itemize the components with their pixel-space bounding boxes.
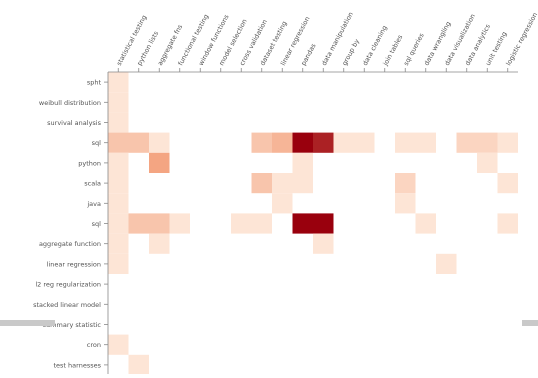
heatmap-cell: [128, 132, 149, 153]
heatmap-cell: [149, 233, 170, 254]
heatmap-cell: [497, 213, 518, 234]
heatmap-cell: [149, 132, 170, 153]
heatmap-cell: [272, 193, 293, 214]
heatmap-cell: [497, 132, 518, 153]
heatmap-cell: [477, 132, 498, 153]
y-tick-label: survival analysis: [47, 119, 101, 127]
heatmap-cell: [149, 152, 170, 173]
heatmap-cell: [313, 132, 334, 153]
heatmap-cell: [456, 132, 477, 153]
heatmap-cell: [415, 132, 436, 153]
heatmap-cell: [395, 193, 416, 214]
x-tick-label: pandas: [299, 42, 317, 67]
heatmap-cell: [128, 213, 149, 234]
heatmap-cell: [149, 213, 170, 234]
y-tick-label: linear regression: [47, 260, 101, 268]
heatmap-cell: [108, 152, 129, 173]
heatmap-cell: [395, 132, 416, 153]
y-tick-label: sql: [92, 220, 102, 228]
heatmap-cell: [108, 213, 129, 234]
heatmap-cell: [415, 213, 436, 234]
heatmap-cell: [108, 193, 129, 214]
y-tick-label: spht: [87, 79, 102, 87]
heatmap-cell: [108, 72, 129, 93]
right-scroll-shadow: [522, 320, 538, 326]
heatmap-cell: [108, 233, 129, 254]
heatmap-cell: [231, 213, 252, 234]
heatmap-cell: [108, 132, 129, 153]
heatmap-cell: [169, 213, 190, 234]
heatmap-cell: [108, 173, 129, 194]
heatmap-cell: [128, 354, 149, 375]
heatmap-cell: [313, 233, 334, 254]
y-tick-label: java: [86, 200, 101, 208]
y-tick-label: aggregate function: [39, 240, 101, 248]
heatmap-cell: [395, 173, 416, 194]
heatmap-cell: [333, 132, 354, 153]
heatmap-cell: [251, 213, 272, 234]
heatmap-cell: [354, 132, 375, 153]
y-tick-label: cron: [87, 341, 101, 349]
heatmap-cell: [497, 173, 518, 194]
y-tick-label: test harnesses: [54, 361, 102, 369]
y-tick-label: scala: [84, 180, 101, 188]
heatmap-cell: [292, 213, 313, 234]
heatmap-cell: [251, 173, 272, 194]
y-tick-label: summary statistic: [43, 321, 102, 329]
heatmap-cell: [251, 132, 272, 153]
left-scroll-shadow: [0, 320, 55, 326]
y-tick-label: sql: [92, 139, 102, 147]
y-tick-label: l2 reg regularization: [35, 281, 101, 289]
heatmap-cell: [313, 213, 334, 234]
heatmap-cell: [292, 152, 313, 173]
x-tick-label: logistic regression: [504, 11, 538, 67]
heatmap-cell: [436, 253, 457, 274]
heatmap-cell: [292, 132, 313, 153]
heatmap-cell: [292, 173, 313, 194]
heatmap-cell: [108, 253, 129, 274]
y-tick-label: stacked linear model: [33, 301, 101, 309]
heatmap-cell: [272, 173, 293, 194]
heatmap-cell: [272, 132, 293, 153]
x-tick-label: group by: [340, 38, 361, 67]
x-tick-label: join tables: [381, 33, 405, 68]
heatmap-cell: [108, 334, 129, 355]
heatmap-cell: [108, 92, 129, 113]
heatmap-cell: [108, 112, 129, 133]
y-tick-label: python: [78, 159, 101, 167]
y-tick-label: weibull distribution: [39, 99, 101, 107]
heatmap-cell: [477, 152, 498, 173]
